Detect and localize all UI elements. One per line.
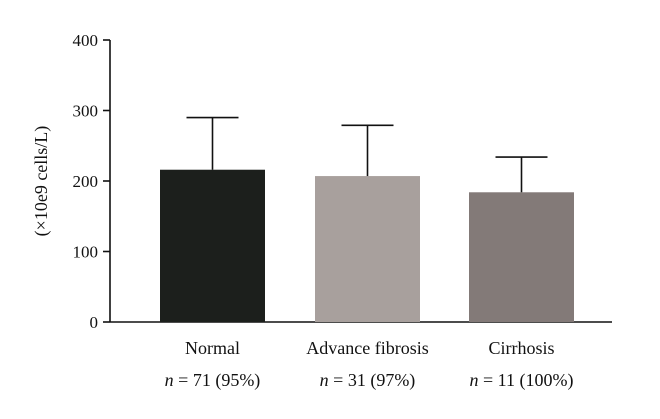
bar-2 (469, 192, 574, 322)
sample-size-value: = 11 (100%) (479, 370, 574, 391)
sample-size-n: n (470, 370, 479, 390)
sample-size-value: = 31 (97%) (329, 370, 416, 391)
category-label: Normal (185, 338, 240, 358)
sample-size-n: n (165, 370, 174, 390)
sample-size-label: n = 11 (100%) (470, 370, 574, 391)
bar-1 (315, 176, 420, 322)
y-tick-label: 200 (73, 172, 99, 191)
sample-size-label: n = 71 (95%) (165, 370, 261, 391)
category-label: Cirrhosis (488, 338, 554, 358)
category-label: Advance fibrosis (306, 338, 428, 358)
sample-size-label: n = 31 (97%) (320, 370, 416, 391)
y-axis-label: (×10e9 cells/L) (31, 126, 52, 237)
y-tick-label: 300 (73, 102, 99, 121)
sample-size-value: = 71 (95%) (174, 370, 261, 391)
bars (160, 116, 574, 322)
bar-0 (160, 169, 265, 322)
y-tick-label: 0 (90, 313, 99, 332)
y-tick-label: 400 (73, 31, 99, 50)
y-tick-label: 100 (73, 243, 99, 262)
sample-size-n: n (320, 370, 329, 390)
